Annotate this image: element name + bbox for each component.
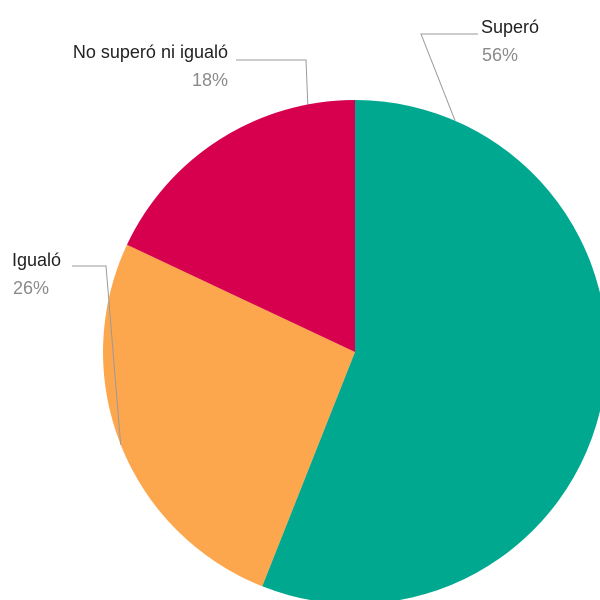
pie-slice-2	[102, 244, 355, 587]
slice-value-3: 18%	[192, 70, 228, 90]
pie-slice-1	[262, 100, 600, 600]
slice-value-1: 56%	[482, 45, 518, 65]
slice-value-2: 26%	[13, 278, 49, 298]
leader-line-1	[420, 33, 478, 121]
slice-label-2: Igualó	[12, 250, 61, 270]
pie-slice-3	[126, 100, 355, 352]
leader-line-2	[72, 265, 122, 445]
slice-labels: Superó 56% Igualó 26% No superó ni igualó 18%	[12, 17, 539, 445]
slice-label-1: Superó	[481, 17, 539, 37]
leader-line-3	[236, 59, 309, 105]
slice-label-3: No superó ni igualó	[73, 42, 228, 62]
pie-slices	[102, 100, 600, 600]
